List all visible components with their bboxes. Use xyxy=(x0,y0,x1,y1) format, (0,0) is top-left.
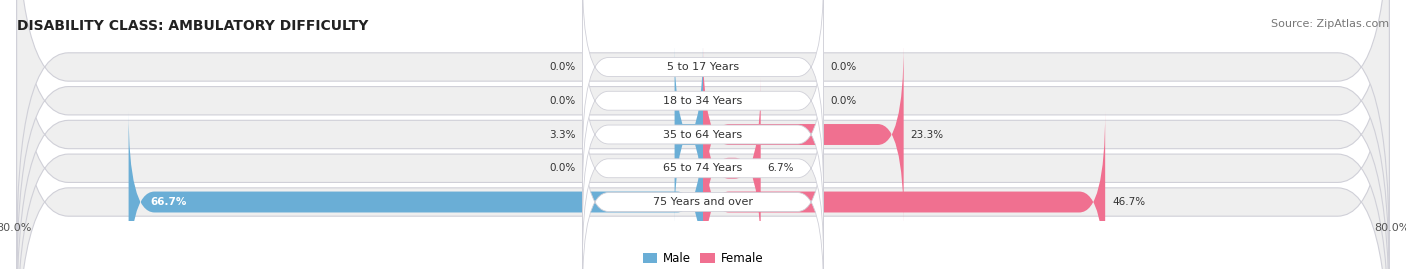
Text: 5 to 17 Years: 5 to 17 Years xyxy=(666,62,740,72)
Text: 6.7%: 6.7% xyxy=(768,163,794,173)
FancyBboxPatch shape xyxy=(582,110,824,269)
FancyBboxPatch shape xyxy=(703,44,904,225)
Text: 23.3%: 23.3% xyxy=(911,129,943,140)
FancyBboxPatch shape xyxy=(582,43,824,226)
Text: 66.7%: 66.7% xyxy=(150,197,187,207)
FancyBboxPatch shape xyxy=(582,76,824,260)
Text: Source: ZipAtlas.com: Source: ZipAtlas.com xyxy=(1271,19,1389,29)
FancyBboxPatch shape xyxy=(17,0,1389,269)
Text: 0.0%: 0.0% xyxy=(550,163,575,173)
FancyBboxPatch shape xyxy=(17,0,1389,269)
FancyBboxPatch shape xyxy=(17,0,1389,255)
Text: 0.0%: 0.0% xyxy=(831,96,856,106)
Text: DISABILITY CLASS: AMBULATORY DIFFICULTY: DISABILITY CLASS: AMBULATORY DIFFICULTY xyxy=(17,19,368,33)
Text: 0.0%: 0.0% xyxy=(831,62,856,72)
FancyBboxPatch shape xyxy=(128,111,703,269)
Legend: Male, Female: Male, Female xyxy=(638,247,768,269)
FancyBboxPatch shape xyxy=(675,44,703,225)
FancyBboxPatch shape xyxy=(582,0,824,159)
FancyBboxPatch shape xyxy=(17,14,1389,269)
Text: 18 to 34 Years: 18 to 34 Years xyxy=(664,96,742,106)
FancyBboxPatch shape xyxy=(582,9,824,193)
FancyBboxPatch shape xyxy=(17,0,1389,269)
Text: 75 Years and over: 75 Years and over xyxy=(652,197,754,207)
Text: 3.3%: 3.3% xyxy=(550,129,575,140)
Text: 35 to 64 Years: 35 to 64 Years xyxy=(664,129,742,140)
FancyBboxPatch shape xyxy=(703,77,761,259)
Text: 0.0%: 0.0% xyxy=(550,62,575,72)
Text: 65 to 74 Years: 65 to 74 Years xyxy=(664,163,742,173)
FancyBboxPatch shape xyxy=(703,111,1105,269)
Text: 46.7%: 46.7% xyxy=(1112,197,1144,207)
Text: 0.0%: 0.0% xyxy=(550,96,575,106)
